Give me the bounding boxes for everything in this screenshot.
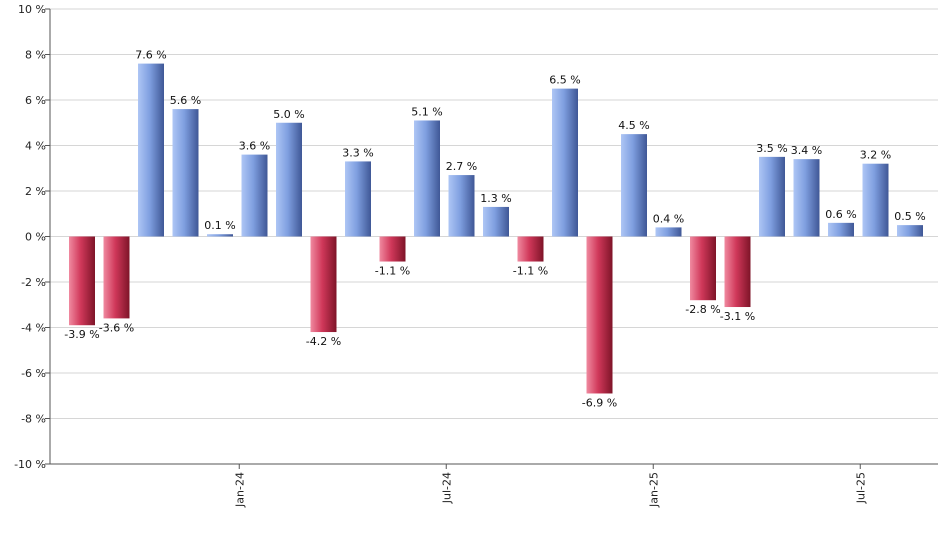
bar [103, 236, 130, 319]
bar [414, 120, 440, 237]
data-labels: -3.9 %-3.6 % 7.6 % 5.6 % 0.1 % 3.6 % 5.0 % -4.… [64, 49, 925, 410]
bar [345, 161, 371, 237]
x-tick-label: Jan-24 [233, 472, 246, 508]
bar [241, 154, 268, 237]
data-label: -6.9 % [582, 396, 617, 409]
y-tick-label: -10 % [14, 458, 46, 471]
data-label: 3.2 % [860, 149, 891, 162]
data-label: 0.1 % [204, 219, 235, 232]
y-tick-label: 6 % [25, 94, 46, 107]
data-label: 3.3 % [342, 146, 373, 159]
bars [69, 63, 923, 394]
data-label: -2.8 % [685, 303, 720, 316]
data-label: 5.6 % [170, 94, 201, 107]
bar [310, 236, 337, 333]
bar [207, 234, 233, 237]
data-label: -3.6 % [99, 321, 134, 334]
y-tick-label: -6 % [21, 367, 46, 380]
data-label: 5.0 % [273, 108, 304, 121]
data-label: -3.9 % [64, 328, 99, 341]
bar [586, 236, 613, 394]
bar [621, 134, 647, 237]
bar [552, 88, 578, 237]
data-label: 3.6 % [239, 140, 270, 153]
bar [69, 236, 95, 326]
y-tick-label: 4 % [25, 140, 46, 153]
bar [138, 63, 164, 237]
data-label: 0.6 % [825, 208, 856, 221]
data-label: -1.1 % [513, 265, 548, 278]
data-label: 1.3 % [480, 192, 511, 205]
x-tick-label: Jul-24 [440, 472, 453, 504]
bar [897, 225, 923, 237]
y-tick-label: 8 % [25, 49, 46, 62]
data-label: 4.5 % [618, 119, 649, 132]
bar [862, 163, 889, 237]
bar [828, 222, 854, 237]
data-label: -1.1 % [375, 265, 410, 278]
bar [517, 236, 544, 262]
x-tick-label: Jan-25 [647, 472, 660, 508]
axes: -10 % -8 % -6 % -4 % -2 % 0 % 2 % 4 % 6 % 8 % 10 %… [14, 3, 938, 508]
bar [448, 175, 475, 237]
bar [690, 236, 716, 301]
y-tick-label: 0 % [25, 231, 46, 244]
data-label: 5.1 % [411, 105, 442, 118]
data-label: 6.5 % [549, 74, 580, 87]
bar [759, 156, 785, 237]
data-label: -3.1 % [720, 310, 755, 323]
data-label: 3.4 % [791, 144, 822, 157]
data-label: 2.7 % [446, 160, 477, 173]
data-label: 3.5 % [756, 142, 787, 155]
y-tick-label: -2 % [21, 276, 46, 289]
bar [379, 236, 406, 262]
bar [172, 109, 199, 237]
y-tick-label: -8 % [21, 413, 46, 426]
y-tick-label: 10 % [18, 3, 46, 16]
bar [793, 159, 820, 237]
y-tick-label: -4 % [21, 322, 46, 335]
data-label: 0.4 % [653, 212, 684, 225]
data-label: 7.6 % [135, 49, 166, 62]
bar [724, 236, 751, 308]
bar [276, 122, 302, 237]
data-label: 0.5 % [894, 210, 925, 223]
bar [655, 227, 682, 237]
bar [483, 206, 509, 237]
data-label: -4.2 % [306, 335, 341, 348]
x-tick-label: Jul-25 [854, 472, 867, 504]
y-tick-label: 2 % [25, 185, 46, 198]
